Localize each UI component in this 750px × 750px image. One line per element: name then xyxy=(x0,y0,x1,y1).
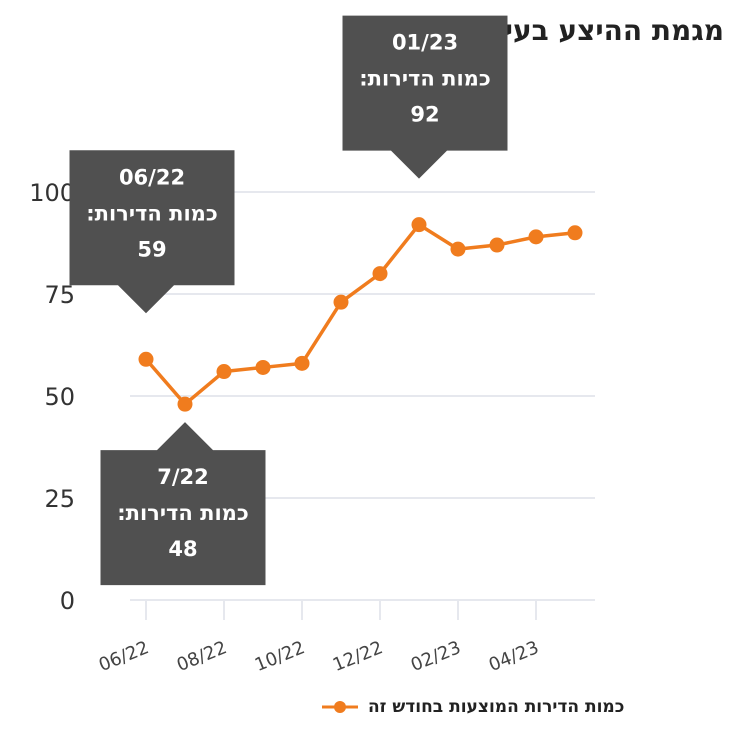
tooltip: 7/22 כמות הדירות: 48 xyxy=(100,422,266,586)
data-point[interactable] xyxy=(294,355,310,371)
data-point[interactable] xyxy=(333,294,349,310)
y-tick-label: 75 xyxy=(44,281,75,309)
y-tick-label: 0 xyxy=(60,587,75,615)
data-point[interactable] xyxy=(138,351,154,367)
tooltip-box xyxy=(342,15,508,179)
tooltip-value: 48 xyxy=(168,537,197,561)
data-point[interactable] xyxy=(216,364,232,380)
page-title: מגמת ההיצע בעיר xyxy=(487,14,724,47)
tooltip-layer: 06/22 כמות הדירות: 59 7/22 כמות הדירות: 48 01/… xyxy=(69,15,508,586)
x-tick-label: 04/23 xyxy=(486,637,542,676)
y-tick-label: 25 xyxy=(44,485,75,513)
tooltip-box xyxy=(69,150,235,314)
x-tick-label: 02/23 xyxy=(408,637,464,676)
data-point[interactable] xyxy=(567,225,583,241)
y-tick-label: 50 xyxy=(44,383,75,411)
tooltip: 06/22 כמות הדירות: 59 xyxy=(69,150,235,314)
tooltip-label: כמות הדירות: xyxy=(117,501,249,525)
legend[interactable]: כמות הדירות המוצעות בחודש זה xyxy=(320,696,624,718)
x-tick-label: 10/22 xyxy=(252,637,308,676)
data-point[interactable] xyxy=(372,266,388,282)
data-point[interactable] xyxy=(489,237,505,253)
data-point[interactable] xyxy=(528,229,544,245)
data-point[interactable] xyxy=(411,217,427,233)
x-tick-label: 08/22 xyxy=(174,637,230,676)
line-chart: 0 25 50 75 100 06/22 08/22 10/22 12/22 02/23 04/23… xyxy=(29,15,595,676)
tooltip-date: 06/22 xyxy=(119,165,185,189)
tooltip-value: 92 xyxy=(410,103,439,127)
series-layer xyxy=(138,217,583,412)
y-tick-label: 100 xyxy=(29,179,75,207)
data-point[interactable] xyxy=(177,396,193,412)
tooltip: 01/23 כמות הדירות: 92 xyxy=(342,15,508,179)
tooltip-value: 59 xyxy=(137,237,166,261)
data-point[interactable] xyxy=(255,359,271,375)
tooltip-label: כמות הדירות: xyxy=(86,201,218,225)
tooltip-label: כמות הדירות: xyxy=(359,67,491,91)
x-tick-label: 12/22 xyxy=(330,637,386,676)
tooltip-box xyxy=(100,422,266,586)
line-dot-icon xyxy=(322,701,358,713)
legend-label: כמות הדירות המוצעות בחודש זה xyxy=(368,697,625,717)
tooltip-date: 7/22 xyxy=(157,465,209,489)
tooltip-date: 01/23 xyxy=(392,31,458,55)
x-tick-label: 06/22 xyxy=(96,637,152,676)
data-point[interactable] xyxy=(450,241,466,257)
